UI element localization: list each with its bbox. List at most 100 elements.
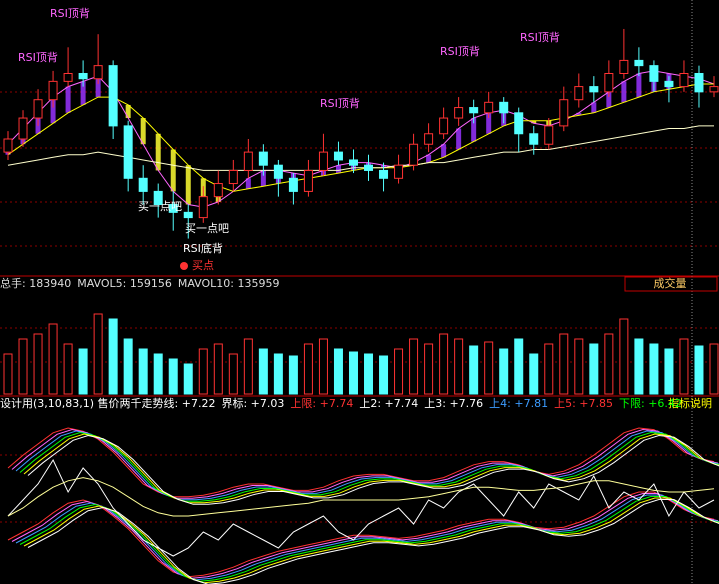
candle-body (243, 151, 253, 171)
candle-body (48, 80, 58, 101)
candle-body (694, 73, 704, 93)
candle-body (634, 59, 644, 67)
indicator-band (19, 496, 719, 582)
candle-body (153, 190, 163, 205)
volume-bar (183, 363, 193, 395)
volume-bar (664, 348, 674, 395)
annotation: RSI底背 (183, 241, 223, 255)
volume-bar (574, 338, 584, 395)
candle-body (439, 117, 449, 135)
annotation: RSI顶背 (50, 6, 90, 20)
volume-bar (364, 353, 374, 395)
indicator-info-item: 上3: +7.76 (424, 397, 483, 410)
candle-body (18, 117, 28, 140)
volume-bar (424, 343, 434, 395)
candle-body (424, 133, 434, 145)
indicator-band (11, 493, 719, 579)
candle-body (198, 196, 208, 219)
indicator-band (23, 433, 719, 504)
annotation: RSI顶背 (18, 50, 58, 64)
volume-bar (228, 353, 238, 395)
indicator-band (19, 431, 719, 502)
volume-bar (559, 333, 569, 395)
candle-body (649, 65, 659, 82)
volume-bar (3, 353, 13, 395)
candle-body (619, 59, 629, 75)
indicator-info: 设计用(3,10,83,1) 售价两千走势线: +7.22 界标: +7.03 上限… (0, 396, 682, 410)
annotation: RSI顶背 (520, 30, 560, 44)
candle-body (574, 86, 584, 101)
indicator-info-item: 下限: +6.42 (619, 397, 682, 410)
volume-bar (409, 338, 419, 395)
volume-info-item: MAVOL5: 159156 (77, 277, 172, 290)
volume-title-box (624, 276, 718, 292)
candle-body (33, 99, 43, 119)
volume-bar (454, 338, 464, 395)
volume-bar (394, 348, 404, 395)
candle-body (258, 151, 268, 166)
candle-body (63, 73, 73, 82)
volume-bar (694, 345, 704, 395)
price-line (7, 70, 715, 208)
annotation: 买一点吧 (138, 200, 182, 213)
candle-body (409, 143, 419, 166)
volume-bar (679, 338, 689, 395)
candle-body (559, 99, 569, 127)
candle-body (303, 169, 313, 192)
volume-bar (649, 343, 659, 395)
volume-bar (709, 343, 719, 395)
volume-bar (514, 338, 524, 395)
candle-body (78, 73, 88, 80)
indicator-band (23, 497, 719, 584)
candle-body (168, 204, 178, 213)
candle-body (604, 73, 614, 93)
volume-title: 成交量 (654, 276, 687, 290)
volume-bar (634, 338, 644, 395)
candle-body (514, 112, 524, 135)
indicator-band (27, 499, 719, 584)
volume-bar (153, 353, 163, 395)
volume-bar (379, 355, 389, 395)
candle-body (379, 169, 389, 179)
indicator-info-item: 设计用(3,10,83,1) 售价两千走势线: +7.22 (0, 396, 215, 410)
indicator-line (7, 477, 715, 517)
candle-body (93, 65, 103, 80)
volume-bar (604, 333, 614, 395)
candle-body (679, 73, 689, 88)
candle-body (664, 80, 674, 88)
annotation: RSI顶背 (440, 44, 480, 58)
volume-bar (108, 318, 118, 395)
volume-bar (469, 345, 479, 395)
volume-bar (138, 348, 148, 395)
volume-bar (243, 338, 253, 395)
indicator-band (7, 427, 715, 498)
volume-bar (63, 343, 73, 395)
indicator-band (11, 428, 719, 499)
candle-body (544, 125, 554, 145)
candle-body (589, 86, 599, 93)
candle-body (364, 164, 374, 171)
volume-bar (198, 348, 208, 395)
candle-body (288, 177, 298, 192)
volume-bar (589, 343, 599, 395)
volume-bar (78, 348, 88, 395)
candle-body (469, 107, 479, 114)
volume-bar (48, 323, 58, 395)
volume-bar (544, 343, 554, 395)
candle-body (3, 138, 13, 153)
indicator-info-item: 上2: +7.74 (359, 397, 418, 410)
volume-bar (348, 351, 358, 395)
indicator-info-item: 上4: +7.81 (489, 397, 548, 410)
annotation: 买点 (192, 259, 214, 272)
volume-info: 总手: 183940 MAVOL5: 159156 MAVOL10: 135959 (0, 276, 279, 290)
volume-bar (258, 348, 268, 395)
volume-bar (288, 355, 298, 395)
annotation: 买一点吧 (185, 222, 229, 235)
volume-bar (18, 338, 28, 395)
volume-bar (93, 313, 103, 395)
candle-body (499, 101, 509, 114)
indicator-band (27, 434, 719, 505)
indicator-help[interactable]: 指标说明 (668, 396, 712, 410)
